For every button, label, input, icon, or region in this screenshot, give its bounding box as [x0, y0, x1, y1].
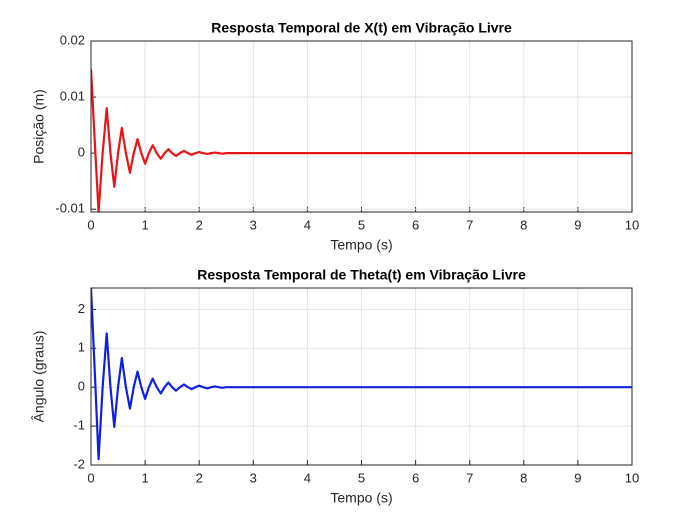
x-tick-label: 0 [87, 217, 94, 232]
x-tick-label: 5 [358, 470, 365, 485]
series-line [91, 288, 632, 461]
x-tick-label: 8 [520, 470, 527, 485]
chart-title: Resposta Temporal de Theta(t) em Vibraçã… [197, 267, 526, 283]
y-tick-label: -2 [73, 456, 85, 471]
x-tick-label: 2 [196, 217, 203, 232]
y-tick-label: 0 [78, 379, 85, 394]
y-tick-label: -1 [73, 418, 85, 433]
y-tick-label: 0.01 [60, 89, 85, 104]
x-tick-label: 6 [412, 470, 419, 485]
x-tick-label: 10 [625, 217, 639, 232]
x-tick-label: 9 [574, 217, 581, 232]
x-tick-label: 5 [358, 217, 365, 232]
series-line [91, 68, 632, 212]
y-axis-label: Posição (m) [31, 89, 47, 164]
y-tick-label: 0.02 [60, 32, 85, 47]
x-tick-label: 6 [412, 217, 419, 232]
x-axis-label: Tempo (s) [330, 490, 392, 506]
x-tick-label: 4 [304, 470, 311, 485]
x-tick-label: 1 [141, 217, 148, 232]
x-tick-label: 10 [625, 470, 639, 485]
x-tick-label: 0 [87, 470, 94, 485]
y-tick-label: 0 [78, 145, 85, 160]
x-tick-label: 4 [304, 217, 311, 232]
x-tick-label: 7 [466, 217, 473, 232]
axes-box [90, 40, 633, 213]
x-tick-label: 3 [250, 217, 257, 232]
x-tick-label: 7 [466, 470, 473, 485]
y-tick-label: 2 [78, 301, 85, 316]
y-axis-label: Ângulo (graus) [31, 331, 47, 423]
axes-box [90, 287, 633, 466]
chart-title: Resposta Temporal de X(t) em Vibração Li… [211, 20, 512, 36]
x-tick-label: 3 [250, 470, 257, 485]
y-tick-label: 1 [78, 340, 85, 355]
x-tick-label: 8 [520, 217, 527, 232]
x-tick-label: 1 [141, 470, 148, 485]
x-tick-label: 9 [574, 470, 581, 485]
x-tick-label: 2 [196, 470, 203, 485]
x-axis-label: Tempo (s) [330, 237, 392, 253]
y-tick-label: -0.01 [55, 201, 85, 216]
